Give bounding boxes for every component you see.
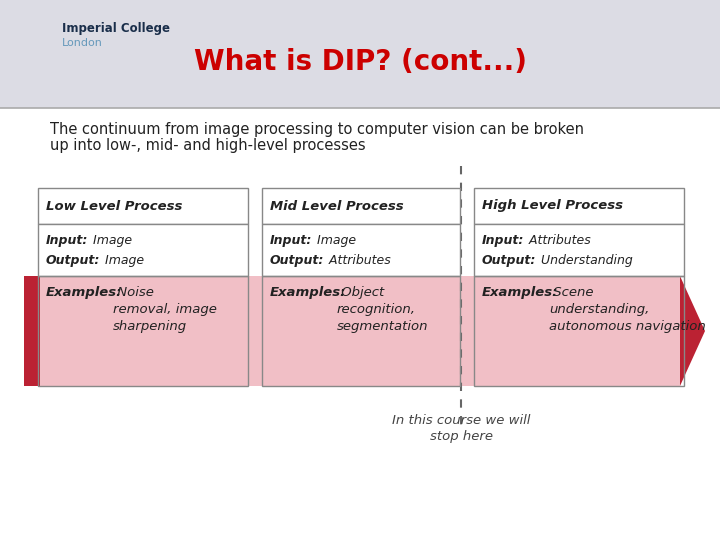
- Text: High Level Process: High Level Process: [482, 199, 623, 213]
- Text: Imperial College: Imperial College: [62, 22, 170, 35]
- Bar: [0, 0, 720, 108]
- Bar: [474, 188, 684, 224]
- Text: The continuum from image processing to computer vision can be broken: The continuum from image processing to c…: [50, 122, 584, 137]
- Bar: [38, 276, 248, 386]
- Text: up into low-, mid- and high-level processes: up into low-, mid- and high-level proces…: [50, 138, 366, 153]
- Text: Output:: Output:: [46, 254, 100, 267]
- Bar: [474, 276, 684, 386]
- Text: Output:: Output:: [270, 254, 325, 267]
- Bar: [24, 276, 40, 386]
- Text: Low Level Process: Low Level Process: [46, 199, 182, 213]
- Text: Input:: Input:: [482, 234, 524, 247]
- Text: Mid Level Process: Mid Level Process: [270, 199, 404, 213]
- Text: Examples:: Examples:: [482, 286, 559, 299]
- Text: Understanding: Understanding: [537, 254, 633, 267]
- Bar: [262, 276, 460, 386]
- Text: Noise
removal, image
sharpening: Noise removal, image sharpening: [113, 286, 217, 333]
- Text: Examples:: Examples:: [46, 286, 122, 299]
- Bar: [38, 224, 248, 276]
- Text: stop here: stop here: [430, 430, 492, 443]
- Text: London: London: [62, 38, 103, 48]
- Text: Object
recognition,
segmentation: Object recognition, segmentation: [337, 286, 428, 333]
- Bar: [262, 224, 460, 276]
- Text: Attributes: Attributes: [325, 254, 391, 267]
- Bar: [262, 188, 460, 224]
- Text: Scene
understanding,
autonomous navigation: Scene understanding, autonomous navigati…: [549, 286, 706, 333]
- Text: Attributes: Attributes: [525, 234, 590, 247]
- Bar: [38, 188, 248, 224]
- Text: Input:: Input:: [270, 234, 312, 247]
- Text: Image: Image: [101, 254, 144, 267]
- Text: What is DIP? (cont...): What is DIP? (cont...): [194, 48, 526, 76]
- Text: Image: Image: [313, 234, 356, 247]
- Text: Examples:: Examples:: [270, 286, 346, 299]
- Text: In this course we will: In this course we will: [392, 414, 530, 427]
- Text: Output:: Output:: [482, 254, 536, 267]
- Text: Image: Image: [89, 234, 132, 247]
- Text: Input:: Input:: [46, 234, 89, 247]
- Bar: [474, 224, 684, 276]
- Bar: [26, 276, 680, 386]
- Polygon shape: [680, 276, 705, 386]
